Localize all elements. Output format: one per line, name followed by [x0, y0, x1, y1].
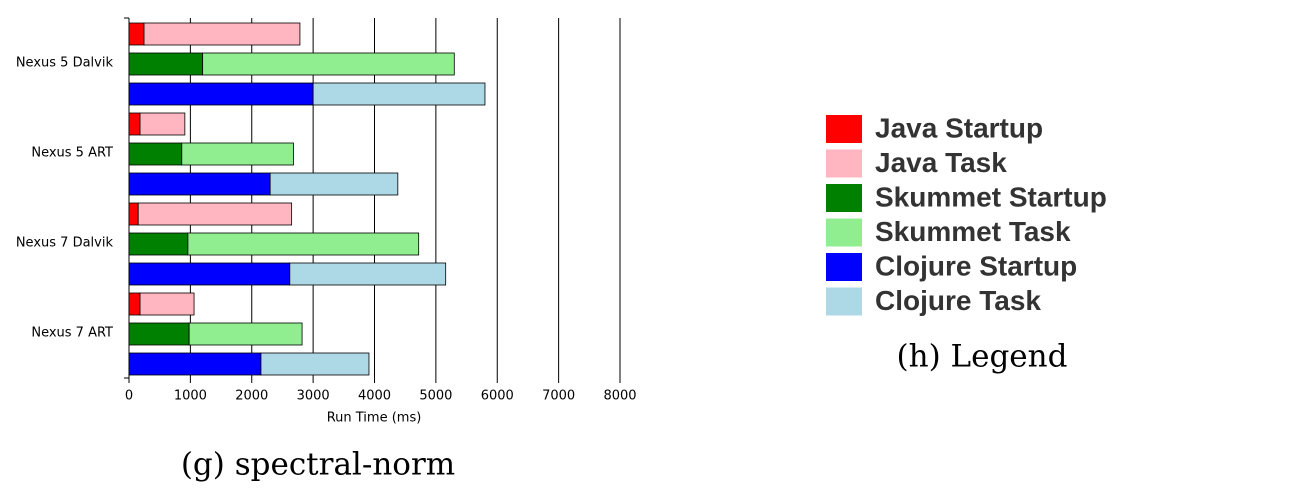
- bar: [128, 232, 189, 256]
- x-axis-label: Run Time (ms): [327, 411, 422, 426]
- x-tick-label: 3000: [297, 389, 330, 404]
- legend-swatch: [826, 149, 862, 178]
- x-tick-label: 7000: [542, 389, 575, 404]
- bar: [128, 202, 139, 226]
- legend-label: Skummet Task: [875, 216, 1071, 247]
- y-tick-label: Nexus 5 ART: [31, 146, 113, 161]
- y-tick-label: Nexus 5 Dalvik: [16, 56, 114, 71]
- x-tick-label: 5000: [419, 389, 452, 404]
- legend-swatch: [826, 253, 862, 281]
- bar: [128, 112, 141, 136]
- legend-label: Skummet Startup: [875, 181, 1107, 212]
- legend-label: Clojure Task: [875, 285, 1041, 316]
- bar: [128, 82, 314, 106]
- bar: [269, 172, 399, 196]
- x-tick-label: 8000: [603, 389, 636, 404]
- legend-caption: (h) Legend: [897, 339, 1068, 375]
- bar: [202, 52, 455, 76]
- bar: [289, 262, 447, 286]
- legend-swatch: [826, 184, 862, 212]
- x-tick-label: 4000: [358, 389, 391, 404]
- bar: [188, 322, 303, 346]
- bar: [128, 322, 190, 346]
- bar: [128, 172, 271, 196]
- x-tick-label: 6000: [481, 389, 514, 404]
- bar: [128, 52, 204, 76]
- x-tick-label: 0: [125, 389, 133, 404]
- legend-swatch: [826, 218, 862, 247]
- bar: [128, 22, 145, 46]
- bar: [139, 292, 195, 316]
- legend-swatch: [826, 287, 862, 316]
- y-tick-label: Nexus 7 ART: [31, 326, 113, 341]
- x-tick-label: 1000: [174, 389, 207, 404]
- bar: [128, 262, 291, 286]
- bar: [187, 232, 420, 256]
- bar: [128, 142, 183, 166]
- bar: [137, 202, 293, 226]
- bar: [260, 352, 370, 376]
- legend-label: Clojure Startup: [875, 250, 1077, 281]
- bar: [128, 292, 141, 316]
- x-tick-label: 2000: [235, 389, 268, 404]
- chart-caption: (g) spectral-norm: [181, 447, 455, 483]
- bar: [128, 352, 262, 376]
- bar: [312, 82, 486, 106]
- y-tick-label: Nexus 7 Dalvik: [16, 236, 114, 251]
- bar: [181, 142, 294, 166]
- legend-swatch: [826, 115, 862, 143]
- bar: [139, 112, 186, 136]
- legend-label: Java Startup: [875, 112, 1043, 143]
- legend-label: Java Task: [875, 147, 1007, 178]
- bar: [143, 22, 301, 46]
